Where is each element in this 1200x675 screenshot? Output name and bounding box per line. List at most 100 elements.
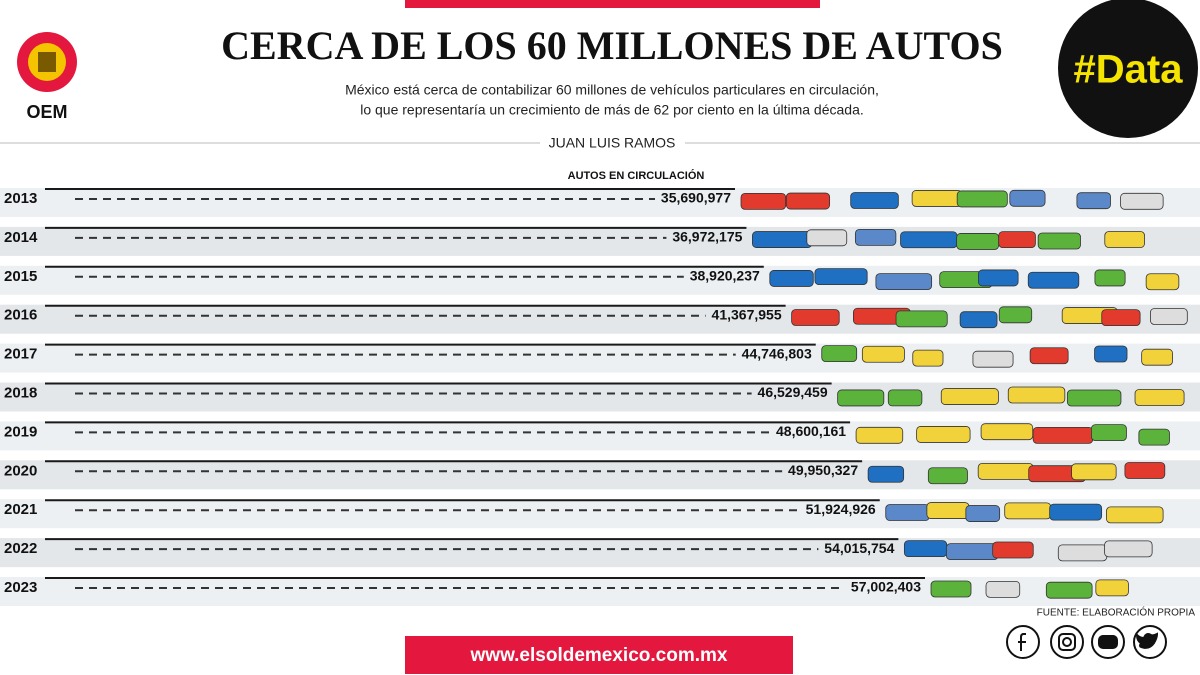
- car: [912, 349, 944, 367]
- car: [1124, 462, 1166, 479]
- y-tick-label: 2017: [4, 346, 37, 363]
- source: FUENTE: ELABORACIÓN PROPIA: [1037, 606, 1196, 619]
- value-label: 46,529,459: [758, 384, 828, 400]
- y-tick-label: 2021: [4, 501, 37, 518]
- y-tick-label: 2014: [4, 229, 38, 246]
- y-tick-label: 2019: [4, 423, 37, 440]
- value-label: 44,746,803: [742, 345, 812, 361]
- value-label: 35,690,977: [661, 190, 731, 206]
- car: [769, 270, 814, 287]
- y-tick-label: 2022: [4, 540, 37, 557]
- icon[interactable]: [1133, 625, 1167, 659]
- value-label: 36,972,175: [672, 229, 742, 245]
- logo: [17, 32, 77, 92]
- car: [956, 233, 1000, 250]
- car: [861, 345, 905, 363]
- y-tick-label: 2023: [4, 579, 37, 596]
- car: [867, 465, 905, 483]
- car: [740, 192, 787, 210]
- value-title: AUTOS EN CIRCULACIÓN: [568, 169, 705, 182]
- car: [1032, 426, 1094, 444]
- y-tick-label: 2013: [4, 190, 37, 207]
- car: [1104, 231, 1145, 248]
- top-bar: [405, 0, 820, 8]
- car: [806, 229, 848, 247]
- icon[interactable]: [1050, 625, 1084, 659]
- car: [977, 462, 1034, 480]
- car: [900, 231, 958, 249]
- car: [1095, 579, 1129, 597]
- value-label: 48,600,161: [776, 423, 846, 439]
- value-label: 38,920,237: [690, 268, 760, 284]
- car: [850, 192, 899, 209]
- car: [1134, 389, 1185, 406]
- car: [1027, 271, 1080, 289]
- car: [821, 345, 858, 363]
- value-label: 51,924,926: [806, 501, 876, 517]
- car: [1145, 273, 1180, 291]
- car: [1138, 428, 1170, 446]
- url: www.elsoldemexico.com.mx: [470, 645, 728, 666]
- car: [926, 502, 970, 519]
- car: [814, 268, 868, 285]
- y-tick-label: 2018: [4, 384, 37, 401]
- car: [1004, 502, 1052, 520]
- car: [855, 426, 904, 444]
- brand: OEM: [26, 102, 67, 122]
- car: [945, 543, 999, 561]
- car: [785, 192, 831, 210]
- car: [1049, 503, 1103, 521]
- social-icons: [1006, 625, 1167, 659]
- lane: [0, 265, 1200, 295]
- subtitle: lo que representaría un crecimiento de m…: [360, 102, 864, 118]
- car: [956, 190, 1008, 208]
- car: [1101, 309, 1141, 327]
- value-label: 41,367,955: [712, 306, 782, 322]
- subtitle: México está cerca de contabilizar 60 mil…: [345, 82, 879, 98]
- car: [895, 310, 948, 328]
- car: [980, 423, 1034, 441]
- lane: [0, 343, 1200, 373]
- car: [916, 426, 971, 443]
- icon[interactable]: [1091, 625, 1125, 659]
- car: [1007, 386, 1066, 404]
- tag: #Data: [1074, 48, 1184, 92]
- tag-badge: [1058, 0, 1198, 138]
- car: [903, 540, 948, 558]
- value-label: 54,015,754: [824, 540, 894, 556]
- car: [1141, 348, 1173, 366]
- author: JUAN LUIS RAMOS: [549, 135, 676, 151]
- car: [1029, 347, 1069, 365]
- value-label: 57,002,403: [851, 579, 921, 595]
- plot: 2013 35,690,977 2014 36,972,175 2015 38,920,2…: [0, 188, 1200, 606]
- car: [875, 273, 933, 291]
- car: [752, 231, 813, 248]
- car: [854, 228, 897, 246]
- y-tick-label: 2020: [4, 462, 37, 479]
- car: [972, 350, 1014, 368]
- car: [791, 309, 840, 326]
- car: [1076, 192, 1111, 210]
- car: [992, 541, 1034, 559]
- car: [837, 389, 885, 407]
- car: [1120, 192, 1164, 210]
- chart-title: CERCA DE LOS 60 MILLONES DE AUTOS: [221, 23, 1003, 68]
- footer-bar: [405, 636, 793, 674]
- car: [1094, 345, 1128, 363]
- car: [940, 388, 999, 405]
- car: [978, 269, 1019, 287]
- car: [1150, 308, 1188, 325]
- icon[interactable]: [1006, 625, 1040, 659]
- car: [1106, 506, 1164, 524]
- car: [930, 580, 972, 598]
- car: [965, 505, 1001, 522]
- car: [1071, 463, 1117, 481]
- car: [1057, 544, 1108, 562]
- car: [959, 311, 998, 329]
- lane: [0, 382, 1200, 412]
- car: [1090, 424, 1127, 442]
- car: [887, 389, 923, 407]
- car: [1037, 232, 1081, 250]
- car: [998, 306, 1033, 324]
